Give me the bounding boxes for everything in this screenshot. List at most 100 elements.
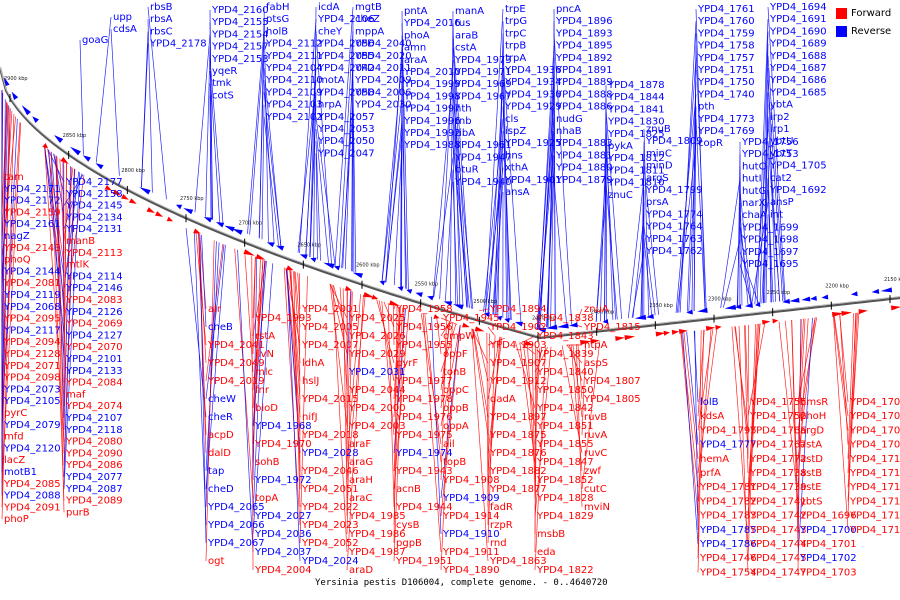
gene-label: YPD4_1761: [697, 4, 755, 15]
label-leader-line: [581, 342, 586, 436]
label-leader-line: [643, 128, 649, 316]
label-leader-line: [399, 84, 403, 288]
gene-label: YPD4_1773: [697, 114, 755, 125]
gene-label: rbsC: [150, 26, 173, 37]
label-leader-line: [553, 179, 568, 326]
forward-gene-arrow: [371, 294, 379, 300]
gene-label: YPD4_1686: [769, 75, 827, 86]
label-leader-line: [436, 318, 442, 355]
gene-label: nhaB: [556, 126, 582, 137]
label-leader-line: [209, 22, 214, 220]
gene-label: YPD4_1850: [536, 385, 594, 396]
gene-label: YPD4_2144: [3, 266, 61, 277]
gene-label: YPD4_1847: [536, 457, 594, 468]
forward-gene-arrow: [344, 285, 353, 291]
gene-label: YPD4_2007: [301, 340, 359, 351]
gene-label: hmsR: [800, 397, 828, 408]
gene-label: YPD4_1951: [395, 556, 453, 567]
gene-label: YPD4_1688: [769, 51, 827, 62]
forward-gene-arrow: [841, 311, 853, 316]
forward-gene-arrow: [388, 300, 401, 306]
gene-label: YPD4_1811: [607, 165, 665, 176]
gene-label: YPD4_1838: [536, 313, 594, 324]
gene-label: YPD4_1914: [442, 511, 500, 522]
gene-label: YPD4_1892: [555, 53, 613, 64]
forward-swatch: [836, 7, 847, 19]
forward-gene-arrow: [166, 216, 174, 222]
reverse-gene-arrow: [299, 254, 308, 260]
gene-label: YPD4_2101: [65, 354, 123, 365]
kbp-tick-label: 2700 kbp: [239, 221, 263, 227]
gene-label: cat2: [770, 173, 792, 184]
gene-label: YPD4_1891: [555, 65, 613, 76]
gene-label: araH: [349, 475, 373, 486]
gene-label: YPD4_1829: [536, 511, 594, 522]
label-leader-line: [452, 96, 474, 309]
label-leader-line: [797, 318, 809, 488]
label-leader-line: [63, 171, 80, 289]
gene-label: YPD4_1769: [697, 126, 755, 137]
gene-label: YPD4_1908: [442, 475, 500, 486]
forward-gene-arrow: [286, 265, 294, 271]
gene-label: mviN: [584, 502, 610, 513]
label-leader-line: [205, 243, 224, 382]
gene-label: YPD4_1896: [555, 16, 613, 27]
label-leader-line: [315, 141, 321, 261]
reverse-gene-arrow: [453, 304, 464, 310]
label-leader-line: [63, 166, 71, 430]
legend-entry-reverse: Reverse: [836, 24, 896, 38]
label-leader-line: [483, 118, 504, 313]
gene-label: YPD4_2057: [317, 112, 375, 123]
label-leader-line: [44, 146, 65, 442]
gene-label: pntA: [404, 6, 428, 17]
label-leader-line: [1, 104, 9, 296]
gene-label: ogt: [208, 556, 224, 567]
feature-arrows: [4, 77, 900, 346]
gene-label: YPD4_1940: [454, 177, 512, 188]
label-leader-line: [682, 332, 699, 545]
gene-label: znuC: [608, 190, 633, 201]
label-leader-line: [487, 333, 490, 526]
forward-gene-arrow: [831, 312, 844, 318]
label-leader-line: [263, 67, 282, 247]
gene-label: YPD4_2087: [65, 484, 123, 495]
reverse-gene-arrow: [782, 298, 791, 304]
gene-label: YPD4_2073: [3, 384, 61, 395]
gene-label: YPD4_1945: [442, 313, 500, 324]
gene-label: fabH: [266, 2, 290, 13]
label-leader-line: [346, 290, 351, 373]
gene-label: YPD4_2161: [3, 219, 61, 230]
gene-label: YPD4_2006: [354, 87, 412, 98]
kbp-tick-label: 2550 kbp: [415, 281, 439, 287]
gene-label: YPD4_1968: [254, 421, 312, 432]
gene-label: YPD4_2058: [317, 87, 375, 98]
label-leader-line: [261, 104, 265, 240]
gene-label: YPD4_1698: [741, 235, 799, 246]
gene-label: YPD4_1855: [536, 439, 594, 450]
label-leader-line: [473, 329, 489, 418]
reverse-gene-arrow: [310, 257, 317, 263]
label-leader-line: [205, 244, 225, 400]
gene-label: YPD4_2117: [3, 325, 61, 336]
label-leader-line: [283, 267, 301, 526]
gene-label: YPD4_1744: [749, 539, 807, 550]
gene-label: YPD4_2019: [207, 376, 265, 387]
gene-label: YPD4_2112: [265, 39, 323, 50]
gene-label: YPD4_1910: [442, 529, 500, 540]
gene-label: YPD4_1912: [489, 376, 547, 387]
gene-label: oppC: [443, 385, 469, 396]
gene-label: kdsA: [700, 411, 724, 422]
label-leader-line: [294, 271, 301, 328]
gene-label: tam: [4, 172, 24, 183]
reverse-gene-arrow: [397, 286, 404, 292]
label-leader-line: [141, 43, 149, 188]
gene-label: YPD4_1756: [741, 137, 799, 148]
gene-label: manB: [66, 236, 95, 247]
forward-gene-arrow: [112, 189, 121, 196]
gene-label: sohB: [255, 457, 280, 468]
gene-label: YPD4_1977: [395, 376, 453, 387]
label-leader-line: [376, 299, 395, 364]
gene-label: nth: [455, 104, 472, 115]
gene-label: hrpA: [318, 100, 342, 111]
gene-label: ompW: [443, 331, 475, 342]
